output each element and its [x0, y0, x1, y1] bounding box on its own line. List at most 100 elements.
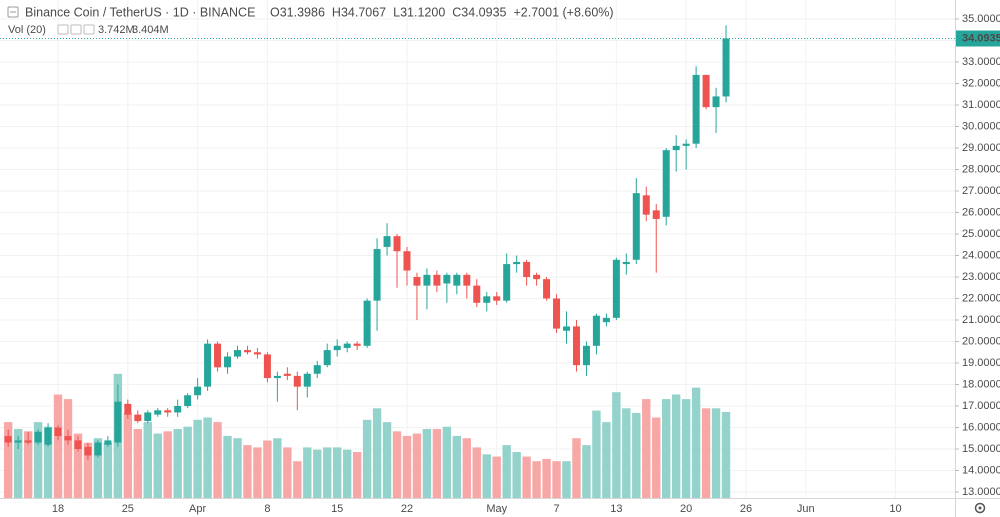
candle-body: [652, 210, 660, 219]
settings-gear[interactable]: [974, 502, 986, 514]
candle-body: [54, 427, 62, 437]
candle-body: [4, 436, 12, 443]
volume-bar: [592, 410, 601, 498]
candle-body: [702, 74, 710, 108]
candle-body: [233, 350, 241, 357]
candle-body: [423, 274, 431, 286]
volume-bar: [3, 422, 13, 498]
volume-bar: [632, 412, 641, 498]
candle-body: [642, 195, 650, 215]
y-tick-label: 33.0000: [962, 56, 1000, 68]
settings-icon[interactable]: [70, 24, 82, 35]
volume-bar: [472, 447, 481, 498]
candle-body: [523, 261, 531, 277]
volume-bar: [542, 458, 551, 498]
candle-body: [403, 251, 411, 271]
candle-body: [553, 298, 561, 329]
volume-bar: [392, 431, 402, 498]
candle-body: [94, 442, 102, 456]
volume-bar: [452, 435, 462, 498]
volume-bar: [253, 447, 262, 498]
candle-body: [64, 436, 72, 441]
candle-body: [253, 352, 261, 355]
candle-body: [34, 431, 42, 443]
candle-body: [612, 259, 620, 318]
y-tick-label: 15.0000: [962, 443, 1000, 455]
y-tick-label: 20.0000: [962, 335, 1000, 347]
close-icon[interactable]: [83, 24, 95, 35]
candle-body: [373, 249, 381, 301]
y-tick-label: 19.0000: [962, 357, 1000, 369]
eye-icon[interactable]: [57, 24, 69, 35]
candle-body: [413, 277, 421, 286]
ohlc-value: H34.7067: [332, 5, 386, 19]
x-tick-label: 10: [889, 503, 901, 515]
y-tick-label: 23.0000: [962, 271, 1000, 283]
candle-body: [493, 296, 501, 301]
candle-body: [303, 373, 311, 387]
candle-body: [144, 412, 152, 422]
candle-body: [263, 354, 271, 379]
candle-body: [24, 440, 32, 443]
candle-body: [313, 365, 321, 374]
volume-bar: [671, 394, 681, 498]
candle-body: [473, 285, 481, 303]
candle-body: [672, 145, 680, 151]
volume-bar: [711, 408, 721, 498]
candle-body: [134, 414, 142, 422]
volume-bar: [83, 442, 93, 498]
volume-bar: [173, 429, 182, 498]
candle-body: [503, 264, 511, 301]
candle-body: [483, 296, 491, 303]
x-tick-label: 20: [680, 503, 692, 515]
volume-bar: [263, 440, 272, 498]
volume-bar: [512, 452, 521, 498]
volume-bar: [233, 438, 242, 498]
volume-bar: [721, 411, 731, 498]
volume-bar: [482, 454, 491, 498]
candle-body: [443, 274, 451, 284]
volume-bar: [323, 447, 332, 498]
volume-bar: [382, 422, 392, 498]
volume-bar: [223, 435, 232, 498]
y-tick-label: 31.0000: [962, 99, 1000, 111]
y-tick-label: 25.0000: [962, 228, 1000, 240]
x-tick-label: 13: [610, 503, 622, 515]
candle-body: [463, 274, 471, 286]
volume-bar: [642, 399, 651, 498]
y-tick-label: 30.0000: [962, 120, 1000, 132]
last-price-tag: [956, 30, 1000, 47]
settings-gear-center: [978, 506, 982, 510]
candle-body: [44, 427, 52, 445]
candle-body: [194, 386, 202, 396]
candle-body: [293, 375, 301, 387]
volume-bar: [273, 438, 282, 498]
x-tick-label: 25: [122, 503, 134, 515]
volume-bar: [43, 426, 53, 498]
candle-body: [343, 343, 351, 348]
y-tick-label: 21.0000: [962, 314, 1000, 326]
volume-bar: [681, 399, 691, 498]
candle-body: [692, 74, 700, 144]
candle-body: [363, 300, 371, 346]
y-tick-label: 32.0000: [962, 77, 1000, 89]
collapse-icon[interactable]: [7, 6, 19, 18]
volume-bar: [462, 438, 472, 498]
volume-bar: [432, 429, 442, 498]
y-tick-label: 17.0000: [962, 400, 1000, 412]
y-tick-label: 35.0000: [962, 13, 1000, 25]
candle-body: [662, 150, 670, 217]
volume-bar: [562, 461, 571, 498]
volume-bar: [153, 433, 162, 498]
candle-body: [214, 343, 222, 368]
last-price-label: 34.0935: [962, 32, 1000, 44]
candle-body: [164, 410, 172, 413]
volume-bar: [133, 429, 142, 498]
volume-bar: [622, 408, 631, 498]
chart-title: Binance Coin / TetherUS · 1D · BINANCE: [25, 5, 255, 19]
volume-bar: [362, 419, 372, 498]
ohlc-value: +2.7001 (+8.60%): [514, 5, 614, 19]
volume-bar: [193, 419, 202, 498]
volume-bar: [602, 422, 611, 498]
